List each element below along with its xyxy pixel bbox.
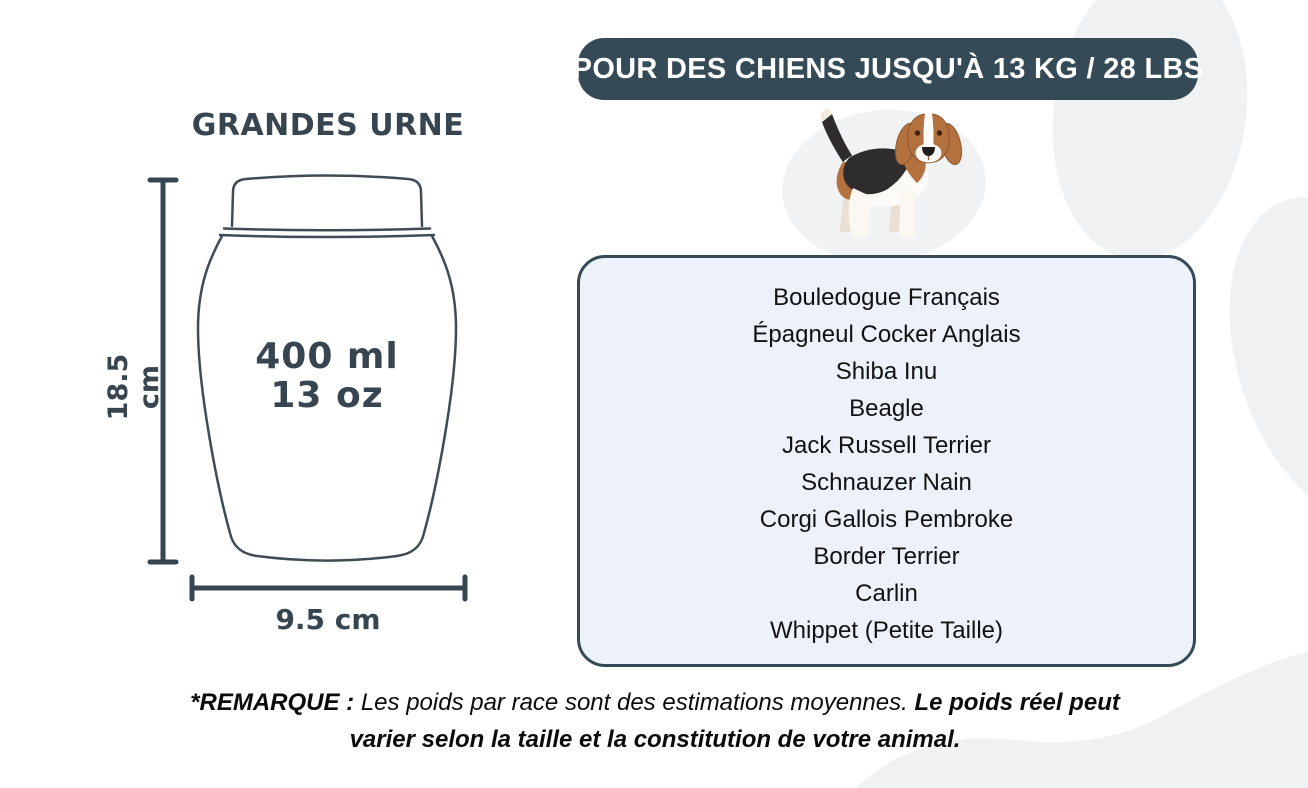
breed-item: Shiba Inu — [835, 358, 938, 385]
breed-item: Beagle — [849, 395, 924, 422]
urn-volume-oz: 13 oz — [270, 375, 384, 416]
weight-disclaimer-note: *REMARQUE : Les poids par race sont des … — [149, 684, 1161, 758]
note-bold: Le poids réel peut — [914, 689, 1120, 716]
urn-volume-ml: 400 ml — [255, 336, 399, 377]
urn-size-title: GRANDES URNE — [191, 108, 465, 143]
beagle-leg — [848, 188, 870, 237]
urn-rim — [222, 227, 432, 232]
urn-width-label: 9.5 cm — [275, 603, 381, 636]
breed-list-panel: Bouledogue Français Épagneul Cocker Angl… — [577, 255, 1196, 667]
beagle-eye — [936, 130, 943, 136]
urn-volume-label: 400 ml 13 oz — [177, 337, 477, 415]
weight-limit-label: POUR DES CHIENS JUSQU'À 13 KG / 28 LBS — [572, 52, 1204, 85]
beagle-leg — [899, 188, 915, 237]
note-bold: varier selon la taille et la constitutio… — [349, 726, 961, 753]
urn-rim — [218, 233, 436, 239]
paw-toe-shape — [1229, 197, 1308, 523]
urn-height-label: 18.5 cm — [103, 353, 165, 421]
note-prefix: *REMARQUE : — [190, 689, 355, 716]
urn-outline-drawing — [147, 174, 468, 602]
urn-lid — [230, 174, 424, 228]
breed-item: Schnauzer Nain — [801, 469, 972, 496]
breed-item: Corgi Gallois Pembroke — [759, 506, 1014, 533]
breed-item: Whippet (Petite Taille) — [770, 617, 1003, 644]
weight-limit-banner: POUR DES CHIENS JUSQU'À 13 KG / 28 LBS — [573, 38, 1203, 100]
breed-item: Jack Russell Terrier — [782, 432, 991, 459]
urn-body — [196, 234, 458, 562]
beagle-illustration — [820, 108, 963, 237]
breed-item: Border Terrier — [813, 543, 960, 570]
breed-item: Épagneul Cocker Anglais — [752, 321, 1021, 348]
breed-item: Carlin — [855, 580, 918, 607]
beagle-tail-tip — [820, 108, 832, 122]
beagle-tail — [822, 114, 857, 168]
beagle-nose — [922, 147, 935, 156]
beagle-eye — [914, 130, 921, 136]
breed-item: Bouledogue Français — [773, 284, 1000, 311]
note-body: Les poids par race sont des estimations … — [360, 689, 908, 716]
paw-pad-shape — [856, 652, 1308, 788]
beagle-saddle — [843, 148, 912, 195]
